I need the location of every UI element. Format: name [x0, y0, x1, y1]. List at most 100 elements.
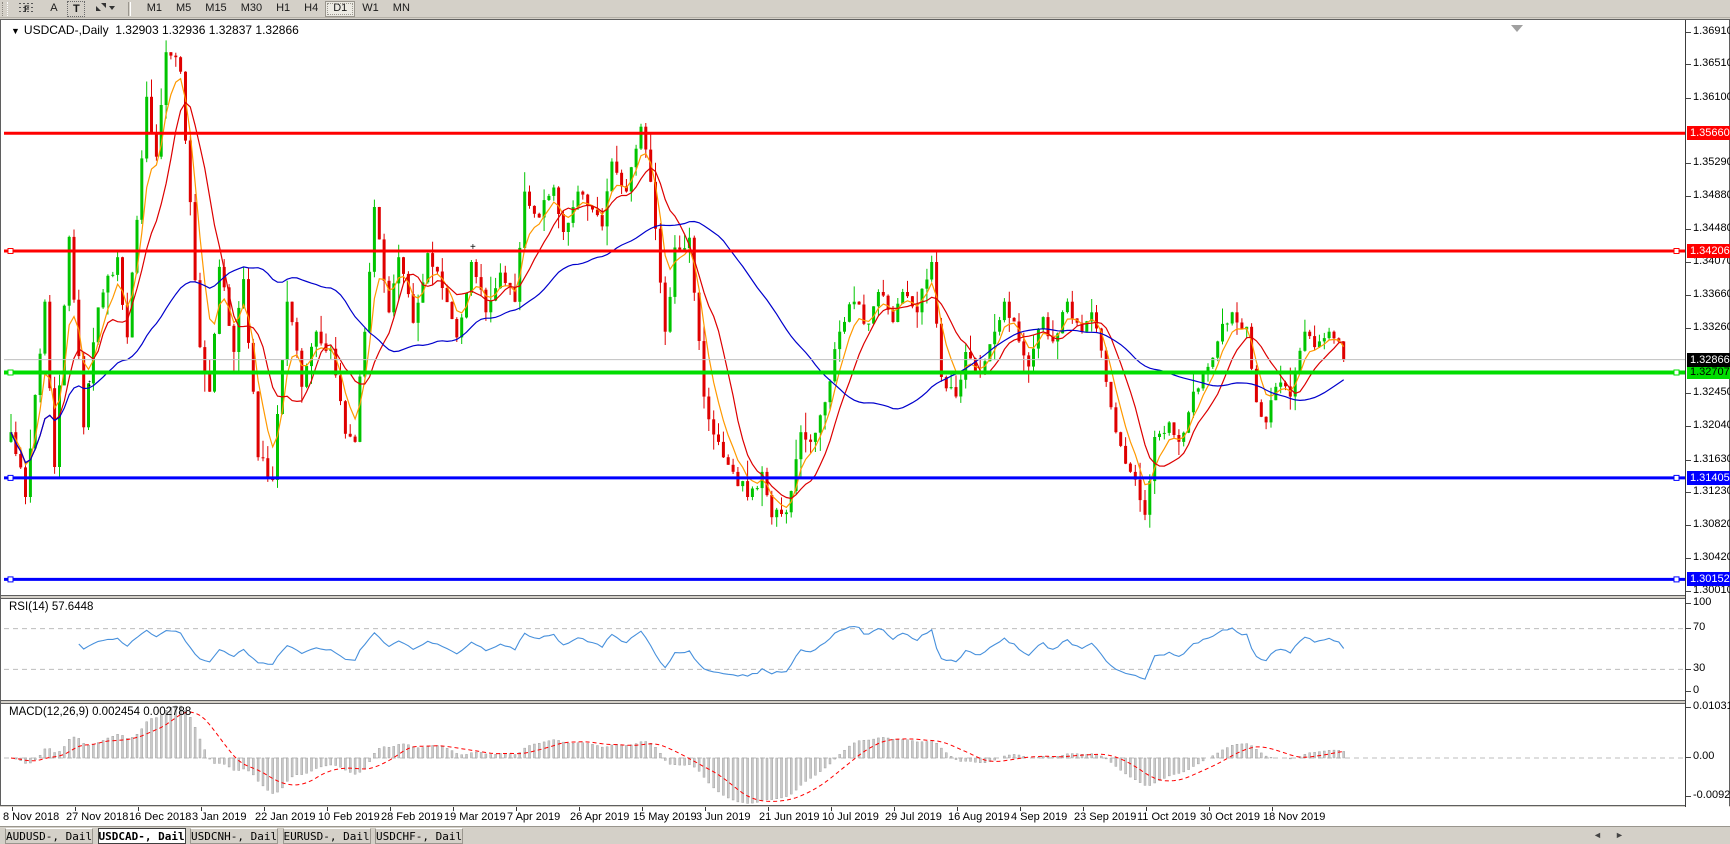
date-tick	[579, 807, 580, 811]
date-label: 22 Jan 2019	[255, 811, 316, 823]
price-tick-label: 1.35290	[1693, 156, 1730, 168]
chart-tab-usdchf[interactable]: USDCHF-, Daily	[375, 828, 463, 844]
price-tick	[1686, 98, 1691, 99]
rsi-tick	[1686, 603, 1691, 604]
date-label: 21 Jun 2019	[759, 811, 820, 823]
chart-tabs-bar: AUDUSD-, Daily USDCAD-, Daily USDCNH-, Dai…	[0, 826, 1730, 844]
arrow-tools-button[interactable]	[90, 1, 120, 17]
date-tick	[516, 807, 517, 811]
text-label-tool-button[interactable]: A	[50, 2, 58, 14]
date-label: 15 May 2019	[633, 811, 697, 823]
toolbar-grip[interactable]	[2, 2, 8, 16]
date-label: 27 Nov 2018	[66, 811, 129, 823]
chart-tab-audusd[interactable]: AUDUSD-, Daily	[5, 828, 93, 844]
chart-tab-usdcnh[interactable]: USDCNH-, Daily	[190, 828, 278, 844]
price-chart-plot[interactable]: ↕ +	[4, 22, 1685, 595]
date-tick	[831, 807, 832, 811]
price-tick-label: 1.33660	[1693, 288, 1730, 300]
date-tick	[1209, 807, 1210, 811]
symbol-dropdown-icon[interactable]: ▼	[11, 26, 20, 36]
chart-tab-usdcad[interactable]: USDCAD-, Daily	[97, 828, 186, 844]
timeframe-button-m15[interactable]: M15	[205, 2, 227, 14]
level-price-box: 1.32707	[1687, 365, 1730, 379]
panel-divider[interactable]	[1, 700, 1729, 704]
macd-label: MACD(12,26,9) 0.002454 0.002788	[9, 706, 192, 718]
price-tick	[1686, 558, 1691, 559]
timeframe-button-h4[interactable]: H4	[304, 2, 319, 14]
price-tick-label: 1.30820	[1693, 518, 1730, 530]
chart-shift-marker	[1511, 25, 1523, 32]
tabs-scroll-right-icon[interactable]: ►	[1615, 830, 1624, 840]
macd-tick-label: 0.00	[1693, 750, 1715, 762]
date-axis[interactable]: 8 Nov 2018 27 Nov 2018 16 Dec 2018 3 Jan…	[0, 807, 1730, 826]
price-tick	[1686, 460, 1691, 461]
rsi-tick	[1686, 669, 1691, 670]
date-tick	[768, 807, 769, 811]
date-tick	[138, 807, 139, 811]
macd-tick	[1686, 757, 1691, 758]
date-tick	[894, 807, 895, 811]
macd-tick	[1686, 796, 1691, 797]
date-tick	[12, 807, 13, 811]
price-tick	[1686, 328, 1691, 329]
macd-tick	[1686, 707, 1691, 708]
price-tick	[1686, 295, 1691, 296]
price-tick	[1686, 393, 1691, 394]
svg-text:+: +	[470, 242, 476, 253]
date-tick	[201, 807, 202, 811]
chart-window: ↕ + ▼ USDCAD-,Daily 1.32903 1.32936 1.3283…	[0, 19, 1730, 808]
timeframe-button-m1[interactable]: M1	[146, 2, 162, 14]
date-label: 11 Oct 2019	[1137, 811, 1197, 823]
timeframe-button-m30[interactable]: M30	[240, 2, 263, 14]
fibonacci-icon: F	[19, 3, 36, 14]
rsi-tick-label: 30	[1693, 662, 1706, 674]
date-tick	[1272, 807, 1273, 811]
date-label: 16 Aug 2019	[948, 811, 1010, 823]
text-tool-button[interactable]: T	[67, 1, 86, 17]
timeframe-button-d1[interactable]: D1	[325, 1, 356, 17]
timeframe-button-w1[interactable]: W1	[362, 2, 379, 14]
price-tick-label: 1.31230	[1693, 485, 1730, 497]
timeframe-button-m5[interactable]: M5	[176, 2, 192, 14]
date-label: 23 Sep 2019	[1074, 811, 1137, 823]
price-tick-label: 1.34480	[1693, 222, 1730, 234]
timeframe-button-h1[interactable]: H1	[276, 2, 291, 14]
date-label: 4 Sep 2019	[1011, 811, 1068, 823]
price-tick	[1686, 32, 1691, 33]
date-label: 19 Mar 2019	[444, 811, 506, 823]
price-tick-label: 1.36910	[1693, 25, 1730, 37]
toolbar-separator	[128, 2, 132, 16]
timeframe-button-mn[interactable]: MN	[392, 2, 410, 14]
date-label: 16 Dec 2018	[129, 811, 192, 823]
price-tick-label: 1.34070	[1693, 255, 1730, 267]
date-label: 30 Oct 2019	[1200, 811, 1260, 823]
chart-tab-eurusd[interactable]: EURUSD-, Daily	[282, 828, 371, 844]
date-label: 7 Apr 2019	[507, 811, 561, 823]
price-tick-label: 1.30010	[1693, 584, 1730, 596]
price-tick-label: 1.34880	[1693, 189, 1730, 201]
price-axis[interactable]: 1.36910 1.36510 1.36100 1.35290 1.34880 1.344…	[1685, 20, 1730, 807]
date-label: 8 Nov 2018	[3, 811, 60, 823]
date-tick	[75, 807, 76, 811]
date-label: 3 Jun 2019	[696, 811, 751, 823]
price-tick	[1686, 64, 1691, 65]
date-label: 10 Feb 2019	[318, 811, 380, 823]
tabs-scroll-left-icon[interactable]: ◄	[1593, 830, 1602, 840]
price-tick	[1686, 525, 1691, 526]
date-label: 26 Apr 2019	[570, 811, 630, 823]
chart-legend: ▼ USDCAD-,Daily 1.32903 1.32936 1.32837 1…	[11, 23, 299, 37]
price-tick	[1686, 229, 1691, 230]
price-tick-label: 1.33260	[1693, 321, 1730, 333]
macd-panel[interactable]	[4, 704, 1685, 807]
price-tick-label: 1.31630	[1693, 453, 1730, 465]
arrows-icon	[95, 3, 115, 11]
price-tick	[1686, 492, 1691, 493]
rsi-tick-label: 0	[1693, 684, 1700, 696]
fibonacci-tool-icon[interactable]: F	[14, 1, 40, 17]
rsi-tick-label: 100	[1693, 596, 1712, 608]
date-tick	[264, 807, 265, 811]
panel-divider[interactable]	[1, 595, 1729, 599]
level-price-box: 1.30152	[1687, 572, 1730, 586]
date-label: 10 Jul 2019	[822, 811, 879, 823]
rsi-panel[interactable]	[4, 599, 1685, 700]
